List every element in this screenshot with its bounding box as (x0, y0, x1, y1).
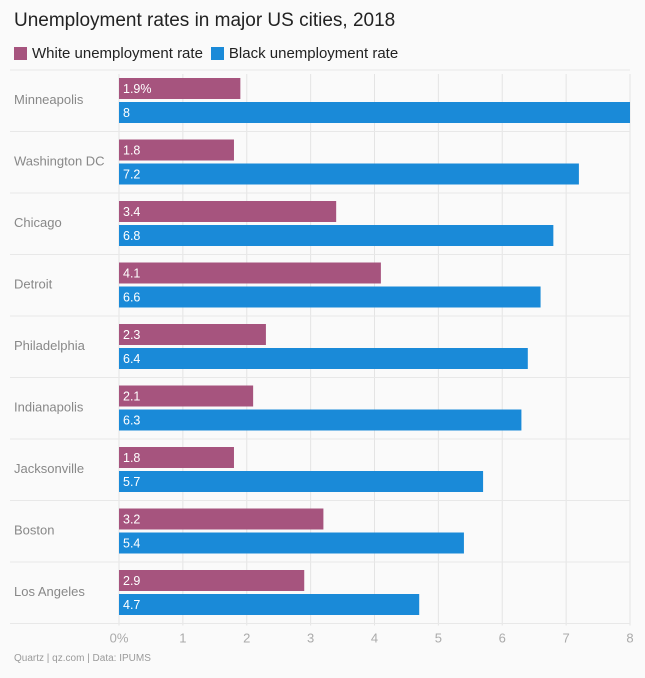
category-label: Jacksonville (14, 461, 84, 476)
bar-value-label: 4.1 (123, 267, 140, 281)
legend-swatch-white (14, 46, 27, 60)
category-label: Indianapolis (14, 400, 84, 415)
x-tick-label: 1 (179, 631, 186, 646)
bar-value-label: 6.4 (123, 352, 140, 366)
bar-value-label: 2.3 (123, 328, 140, 342)
x-tick-label: 3 (307, 631, 314, 646)
legend-item-black: Black unemployment rate (210, 44, 399, 62)
legend: White unemployment rate Black unemployme… (14, 44, 406, 62)
bar (119, 447, 234, 468)
bar (119, 570, 305, 591)
legend-swatch-black (210, 46, 224, 60)
bar (119, 385, 254, 407)
bar (119, 532, 464, 554)
x-tick-label: 8 (626, 631, 633, 646)
bar-value-label: 6.6 (123, 291, 140, 305)
bar (119, 262, 381, 284)
bar (119, 471, 484, 492)
bar (119, 78, 241, 99)
x-tick-label: 6 (499, 631, 506, 646)
bar-value-label: 3.4 (123, 205, 140, 219)
bar (119, 139, 234, 161)
category-label: Philadelphia (14, 338, 86, 353)
x-tick-label: 2 (243, 631, 250, 646)
category-label: Chicago (14, 215, 62, 230)
bar-value-label: 2.9 (123, 574, 140, 588)
category-label: Washington DC (14, 154, 105, 169)
bar-value-label: 6.8 (123, 229, 140, 243)
chart-title: Unemployment rates in major US cities, 2… (14, 10, 396, 31)
bar (119, 286, 541, 308)
legend-label-white: White unemployment rate (32, 44, 203, 62)
bar (119, 102, 630, 123)
bar (119, 163, 579, 185)
bar-value-label: 5.4 (123, 537, 140, 551)
category-label: Minneapolis (14, 92, 84, 107)
x-tick-label: 5 (435, 631, 442, 646)
bar (119, 508, 324, 530)
bar-value-label: 1.8 (123, 451, 140, 465)
bar (119, 324, 266, 345)
bar-value-label: 7.2 (123, 168, 140, 182)
bar-value-label: 3.2 (123, 513, 140, 527)
legend-label-black: Black unemployment rate (228, 44, 399, 62)
bar (119, 409, 522, 431)
bar-value-label: 1.9% (123, 82, 152, 96)
category-label: Detroit (14, 277, 53, 292)
x-tick-label: 0% (110, 631, 129, 646)
bar-value-label: 8 (123, 106, 130, 120)
legend-item-white: White unemployment rate (14, 45, 203, 62)
x-tick-label: 7 (563, 631, 570, 646)
bar (119, 201, 337, 222)
bar (119, 225, 554, 246)
bar-value-label: 4.7 (123, 598, 140, 612)
bar-value-label: 5.7 (123, 475, 140, 489)
bar-value-label: 2.1 (123, 390, 140, 404)
x-tick-label: 4 (371, 631, 378, 646)
bar (119, 594, 420, 615)
source-credit: Quartz | qz.com | Data: IPUMS (14, 653, 151, 664)
category-label: Boston (14, 523, 54, 538)
category-label: Los Angeles (14, 584, 85, 599)
bar-value-label: 1.8 (123, 144, 140, 158)
bar-value-label: 6.3 (123, 414, 140, 428)
bar (119, 348, 528, 369)
